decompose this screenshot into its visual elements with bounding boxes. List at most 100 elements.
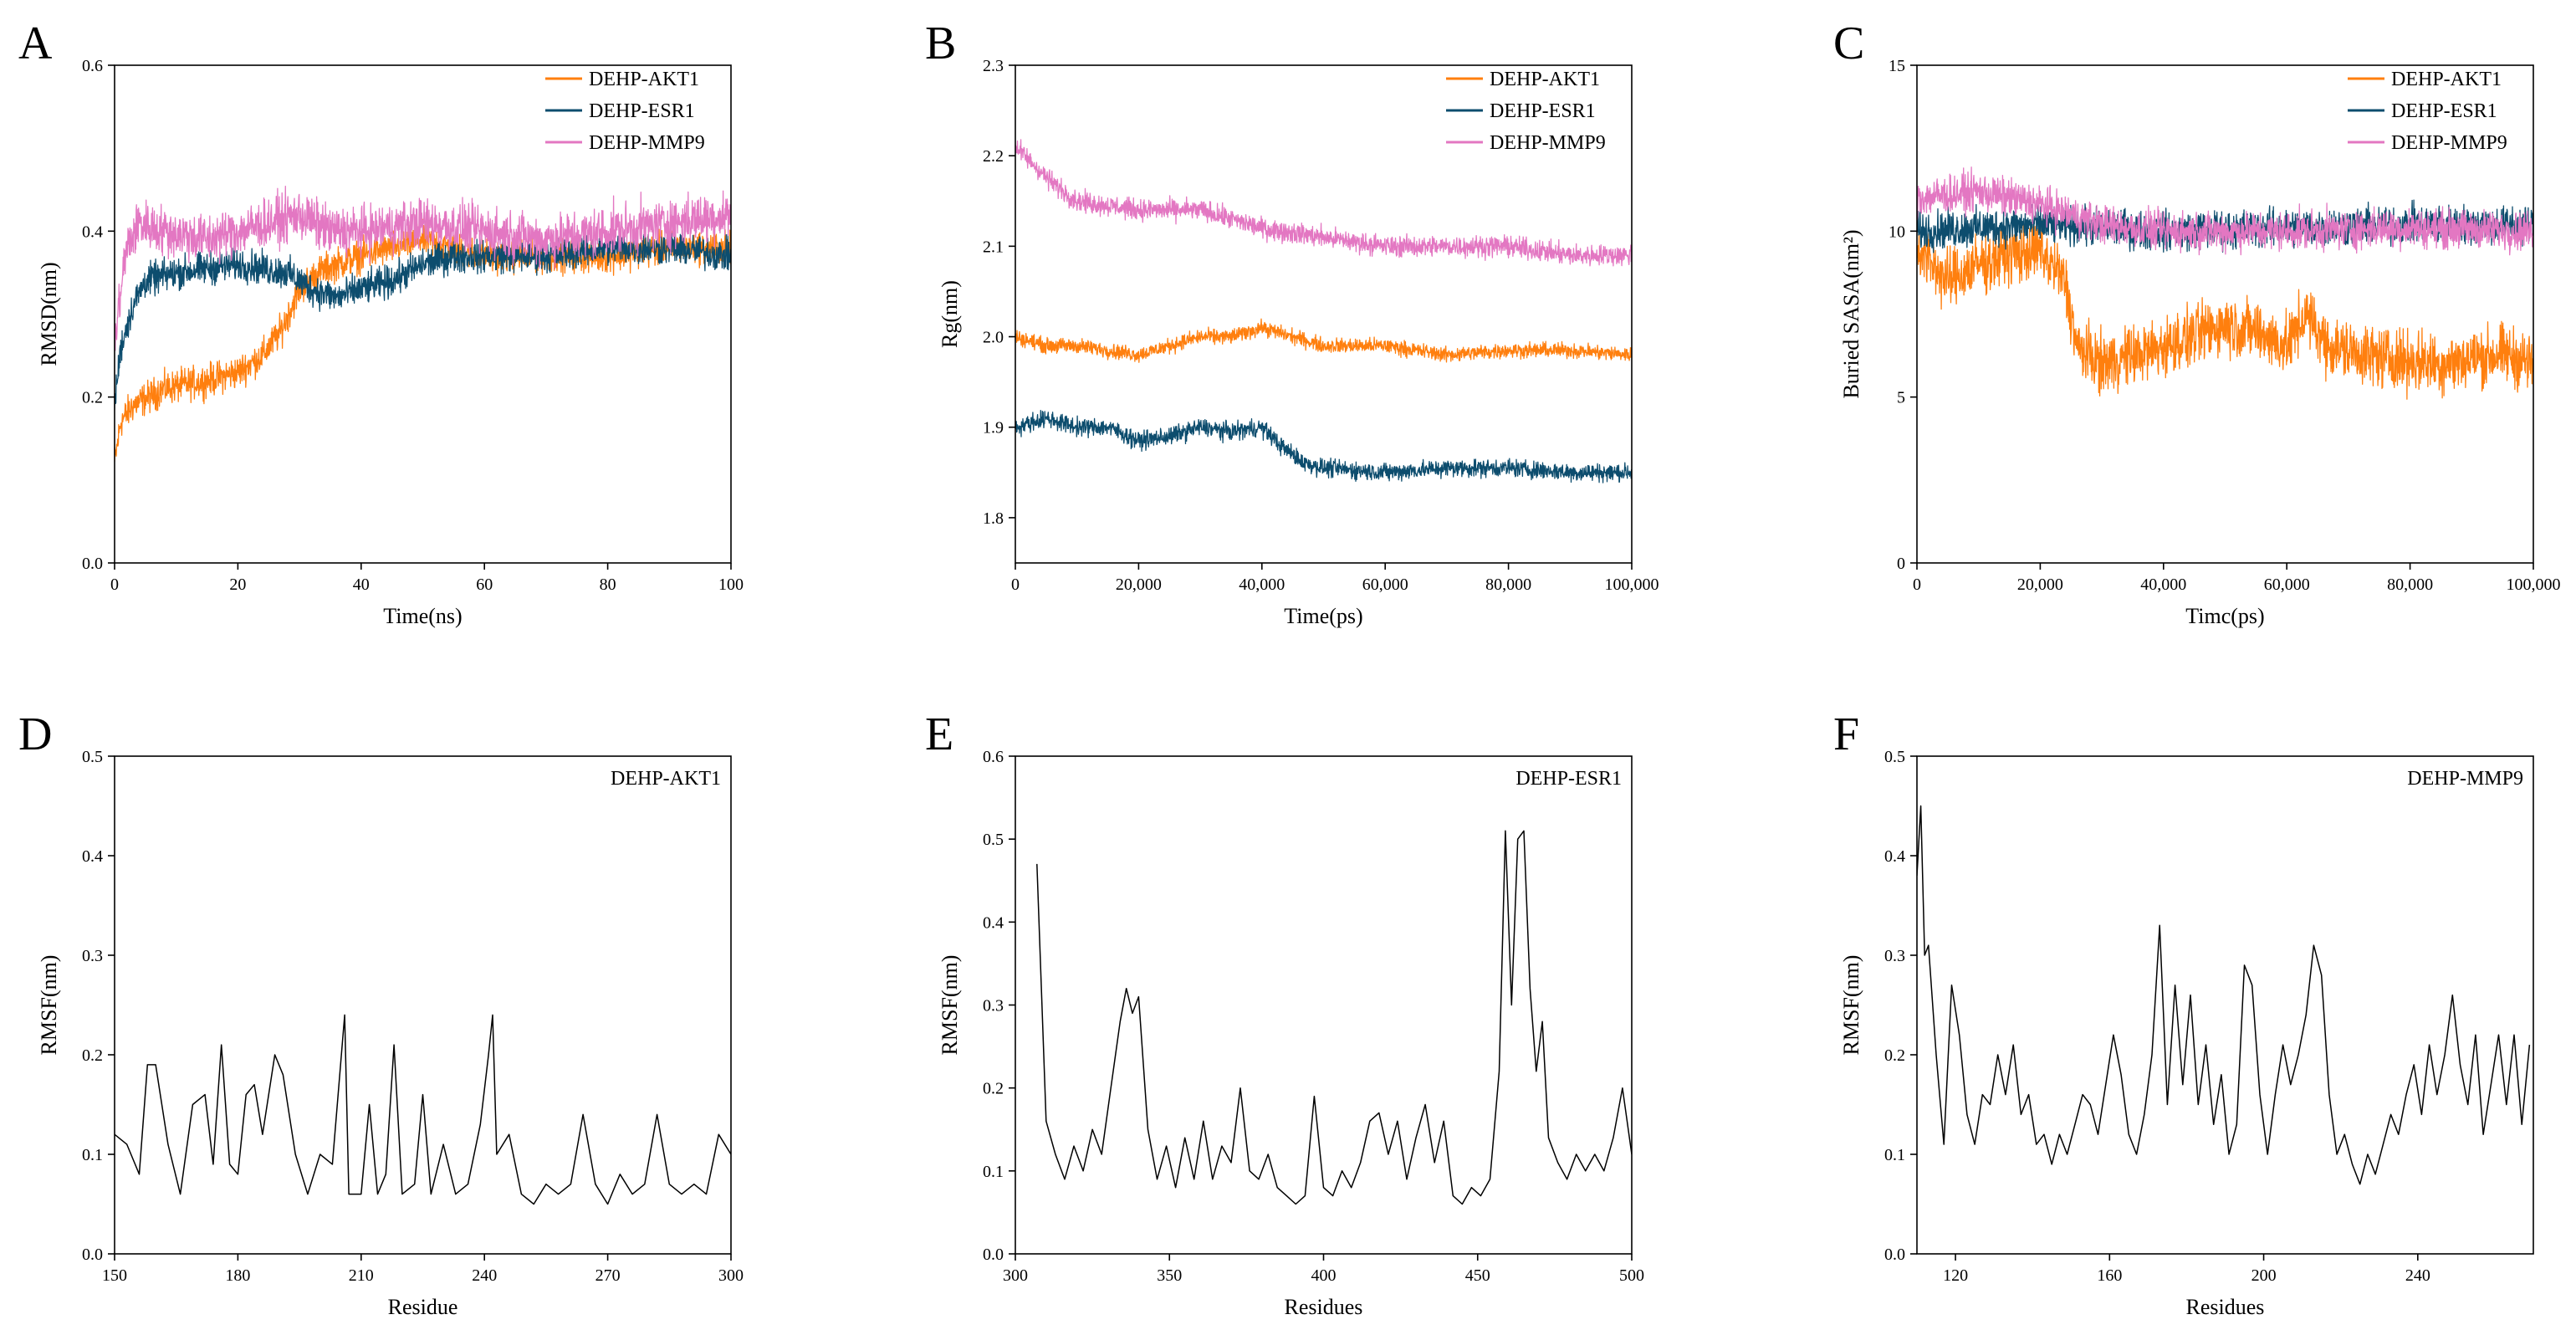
series-line-dehp-esr1	[1015, 410, 1632, 483]
y-tick-label: 2.1	[983, 238, 1004, 256]
y-tick-label: 2.0	[983, 329, 1004, 347]
legend-entry: DEHP-AKT1	[589, 69, 699, 90]
plot-frame	[1015, 64, 1633, 564]
chart-c: C 0 20,000 40,000 60,000 80,000 100,000 0 5 10 15 T…	[1833, 18, 2561, 628]
x-tick-label: 80,000	[2387, 575, 2433, 594]
x-tick-label: 300	[718, 1266, 744, 1285]
chart-b: B 0 20,000 40,000 60,000 80,000 100,000 1.8 1.9 2…	[925, 18, 1659, 628]
panel-label-d: D	[18, 708, 52, 760]
x-tick-label: 270	[595, 1266, 621, 1285]
y-tick-label: 10	[1889, 222, 1905, 241]
y-tick-label: 0.5	[82, 748, 103, 766]
panel-label-f: F	[1833, 708, 1859, 760]
x-tick-label: 120	[1943, 1266, 1968, 1285]
x-tick-label: 60	[476, 575, 493, 594]
y-tick-label: 0.0	[82, 555, 103, 573]
inset-label: DEHP-AKT1	[611, 768, 721, 790]
x-axis-label: Residues	[2186, 1295, 2265, 1319]
chart-d: D 150 180 210 240 270 300 0.0 0.1 0.2 0.3 0.4 0.5 Res…	[18, 708, 744, 1319]
panel-label-a: A	[18, 18, 53, 69]
x-axis-label: Time(ps)	[1284, 604, 1362, 628]
chart-a: A 0 20 40 60 80 100 0.0 0.2 0.4 0.6 Time(ns) RMSD(nm…	[18, 18, 744, 628]
y-tick-label: 0.1	[1884, 1146, 1905, 1164]
x-tick-label: 300	[1003, 1266, 1028, 1285]
y-tick-label: 0.4	[1884, 847, 1905, 866]
chart-f: F 120 160 200 240 0.0 0.1 0.2 0.3 0.4 0.5 Residues R…	[1833, 708, 2534, 1319]
series-line-dehp-mmp9	[1015, 139, 1632, 267]
y-tick-label: 0.1	[82, 1146, 103, 1164]
plot-frame	[114, 755, 732, 1255]
x-tick-label: 240	[2405, 1266, 2430, 1285]
x-tick-label: 20	[229, 575, 246, 594]
x-tick-label: 100	[718, 575, 744, 594]
y-tick-label: 2.3	[983, 57, 1004, 75]
y-tick-label: 0.4	[82, 847, 103, 866]
y-tick-label: 5	[1897, 389, 1905, 407]
chart-e: E 300 350 400 450 500 0.0 0.1 0.2 0.3 0.4 0.5 0.6 Res…	[925, 708, 1644, 1319]
series-line-dehp-akt1	[1015, 318, 1632, 363]
legend: DEHP-AKT1 DEHP-ESR1 DEHP-MMP9	[2348, 69, 2507, 154]
y-tick-label: 2.2	[983, 147, 1004, 166]
y-tick-label: 0.3	[82, 947, 103, 965]
x-tick-label: 80	[600, 575, 616, 594]
series-line-dehp-esr1	[115, 228, 731, 411]
y-tick-label: 0.4	[983, 913, 1004, 932]
y-tick-label: 0.6	[82, 57, 103, 75]
x-tick-label: 450	[1465, 1266, 1490, 1285]
x-tick-label: 40,000	[2140, 575, 2186, 594]
legend-entry: DEHP-ESR1	[589, 100, 695, 122]
y-tick-label: 0.2	[82, 389, 103, 407]
legend-entry: DEHP-MMP9	[589, 132, 705, 154]
plot-frame	[1916, 755, 2534, 1255]
legend-entry: DEHP-ESR1	[1490, 100, 1596, 122]
x-tick-label: 100,000	[2507, 575, 2561, 594]
x-axis-label: Residue	[388, 1295, 458, 1319]
y-tick-label: 0.0	[1884, 1245, 1905, 1264]
series-line-dehp-akt1	[115, 1014, 731, 1205]
series-line-dehp-mmp9	[115, 185, 731, 351]
x-tick-label: 20,000	[2017, 575, 2063, 594]
plot-frame	[1916, 64, 2534, 564]
inset-label: DEHP-ESR1	[1515, 768, 1622, 790]
legend-entry: DEHP-AKT1	[2391, 69, 2502, 90]
y-tick-label: 0.1	[983, 1163, 1004, 1181]
x-tick-label: 150	[102, 1266, 127, 1285]
y-tick-label: 0.0	[983, 1245, 1004, 1264]
legend-entry: DEHP-ESR1	[2391, 100, 2497, 122]
y-axis-label: Buried SASA(nm²)	[1839, 229, 1863, 398]
x-tick-label: 200	[2251, 1266, 2277, 1285]
series-line-dehp-mmp9	[1917, 166, 2533, 256]
plot-frame	[114, 64, 732, 564]
x-tick-label: 210	[349, 1266, 374, 1285]
legend: DEHP-AKT1 DEHP-ESR1 DEHP-MMP9	[545, 69, 705, 154]
x-tick-label: 100,000	[1605, 575, 1659, 594]
x-tick-label: 160	[2097, 1266, 2122, 1285]
x-tick-label: 350	[1157, 1266, 1182, 1285]
x-tick-label: 180	[225, 1266, 250, 1285]
x-axis-label: Residues	[1285, 1295, 1363, 1319]
series-line-dehp-mmp9	[1917, 805, 2531, 1185]
series-line-dehp-akt1	[1917, 218, 2533, 400]
series-line-dehp-esr1	[1036, 830, 1632, 1205]
x-tick-label: 240	[472, 1266, 497, 1285]
y-tick-label: 15	[1889, 57, 1905, 75]
panel-label-b: B	[925, 18, 956, 69]
y-tick-label: 0.3	[983, 997, 1004, 1015]
x-tick-label: 60,000	[1362, 575, 1408, 594]
y-tick-label: 0.2	[82, 1046, 103, 1065]
y-axis-label: RMSF(nm)	[1839, 955, 1863, 1056]
y-tick-label: 0.2	[983, 1080, 1004, 1098]
y-axis-label: RMSF(nm)	[37, 955, 61, 1056]
panel-label-c: C	[1833, 18, 1864, 69]
series-line-dehp-akt1	[115, 218, 731, 463]
y-tick-label: 0.3	[1884, 947, 1905, 965]
y-tick-label: 0.0	[82, 1245, 103, 1264]
legend-entry: DEHP-MMP9	[2391, 132, 2507, 154]
x-tick-label: 0	[1913, 575, 1921, 594]
y-tick-label: 0	[1897, 555, 1905, 573]
x-tick-label: 0	[1011, 575, 1020, 594]
x-tick-label: 60,000	[2264, 575, 2310, 594]
y-tick-label: 1.8	[983, 509, 1004, 528]
y-axis-label: RMSD(nm)	[37, 262, 61, 366]
